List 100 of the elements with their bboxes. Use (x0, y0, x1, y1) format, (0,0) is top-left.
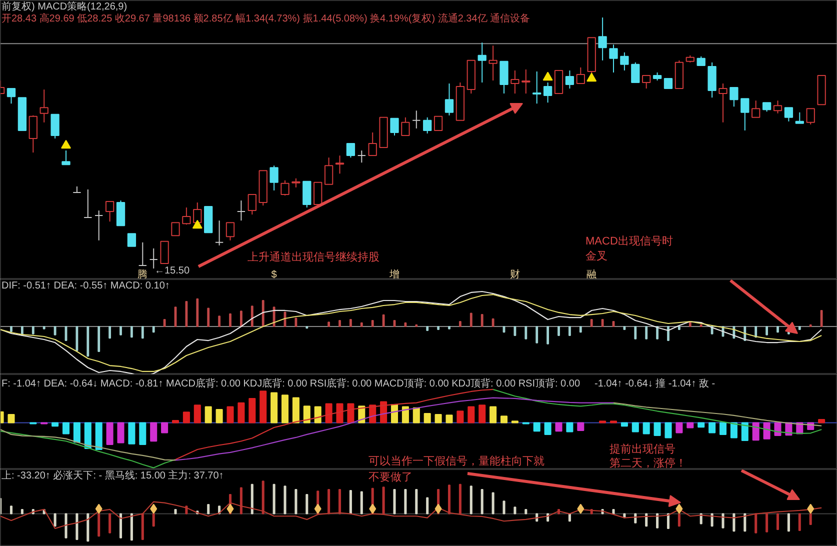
bar (161, 422, 168, 434)
candlestick (314, 182, 322, 205)
chart-title: 前复权) MACD策略(12,26,9) (2, 0, 128, 12)
bar (818, 418, 826, 424)
bar (763, 422, 770, 440)
annotation: 可以当作一下假信号，量能柱向下就 (368, 454, 544, 468)
candlestick (28, 114, 38, 154)
bar (260, 390, 267, 424)
candlestick (620, 52, 629, 71)
candlestick (730, 87, 738, 108)
candlestick (806, 108, 815, 125)
x-tick-label: 腾 (138, 268, 148, 280)
bar (741, 422, 748, 441)
bar (281, 394, 289, 424)
bar (632, 422, 639, 432)
candlestick (576, 66, 585, 84)
bar (314, 406, 322, 424)
bar (468, 406, 475, 424)
bar (730, 422, 738, 438)
candlestick (236, 200, 246, 222)
candlestick (500, 60, 508, 94)
annotation: 提前出现信号 (610, 442, 676, 456)
bar (434, 414, 442, 424)
bar (106, 422, 114, 445)
candlestick (72, 186, 82, 193)
candlestick (795, 112, 804, 124)
bar (238, 402, 245, 424)
bar (708, 422, 716, 434)
candlestick (50, 114, 60, 139)
bar (446, 414, 453, 424)
candlestick (510, 70, 520, 94)
bar (303, 406, 310, 424)
bar (139, 422, 146, 445)
candlestick (280, 180, 290, 196)
annotation: 金叉 (586, 250, 608, 262)
bar (676, 422, 683, 434)
candlestick (324, 157, 334, 185)
candlestick (270, 165, 278, 191)
candlestick (6, 88, 16, 104)
bar (478, 404, 486, 424)
bar (654, 422, 661, 436)
candlestick (149, 248, 158, 269)
candlestick (226, 222, 235, 241)
x-tick-label: 融 (586, 268, 597, 280)
bar (544, 422, 552, 435)
candlestick (40, 89, 48, 123)
x-tick-label: 增 (388, 268, 400, 280)
candlestick (368, 132, 377, 156)
candlestick (522, 68, 530, 94)
candlestick (532, 70, 542, 104)
annotation: 上升通道出现信号继续持股 (248, 250, 380, 264)
point (61, 140, 71, 149)
candlestick (565, 70, 574, 90)
bar (73, 422, 80, 443)
candlestick (609, 44, 618, 73)
bar (270, 392, 278, 424)
candlestick (127, 233, 136, 247)
candlestick (773, 100, 782, 114)
bar (194, 404, 201, 424)
chart-title: F: -1.04↑ DEA: -0.64↓ MACD: -0.81↑ MACD底背: 0.00 KDJ底背: 0.00 RSI底背: 0.00 MACD顶背: 0.00 KDJ顶背: 0.00 RSI顶背: 0.00 (2, 378, 580, 390)
bar (52, 422, 59, 427)
candlestick (696, 56, 706, 66)
candlestick (138, 242, 147, 266)
candlestick (335, 155, 344, 174)
bar (62, 422, 70, 434)
x-tick-label: 财 (510, 268, 520, 280)
bar (577, 422, 584, 431)
bar (500, 416, 508, 424)
bar (336, 403, 344, 424)
bar (620, 422, 628, 427)
chart-subtitle: 开28.43 高29.69 低28.25 收29.67 量98136 额2.85亿 幅1.34(4.73%) 振1.44(5.08%) 换4.19%(复权) 流通2.34亿 通信设备 (2, 12, 530, 24)
bar (172, 420, 180, 424)
bar (412, 407, 420, 424)
candlestick (718, 83, 728, 123)
candlestick (423, 116, 432, 134)
candlestick (302, 180, 312, 208)
chart-title: DIF: -0.51↑ DEA: -0.55↑ MACD: 0.10↑ (2, 280, 170, 292)
bar (150, 422, 158, 442)
candlestick (642, 74, 651, 90)
chart-title: 上: -33.20↑ 必涨天下: - 黑马线: 15.00 主力: 37.70↑ (2, 470, 224, 482)
candlestick (444, 83, 454, 116)
bar (216, 408, 223, 424)
bar (456, 410, 464, 424)
candlestick (171, 222, 180, 236)
annotation: MACD出现信号时 (586, 234, 673, 248)
annotation: 不要做了 (368, 472, 412, 484)
bar (686, 422, 694, 428)
bar (490, 406, 497, 424)
point (586, 72, 597, 82)
candlestick (598, 17, 607, 61)
candlestick (248, 194, 256, 216)
candlestick (116, 200, 126, 226)
candlestick (752, 100, 760, 118)
bar (347, 403, 354, 424)
candlestick (214, 220, 224, 246)
bar (292, 397, 300, 424)
bar (248, 398, 256, 424)
candlestick (554, 70, 564, 94)
candlestick (434, 116, 443, 131)
bar (117, 422, 124, 444)
